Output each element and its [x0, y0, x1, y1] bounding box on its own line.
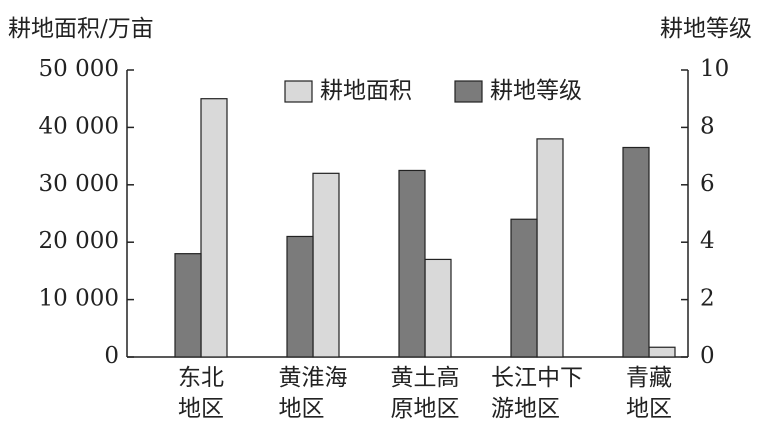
bar: [286, 235, 314, 358]
y-tick-label: 40 000: [39, 113, 119, 139]
bar: [398, 169, 426, 358]
y-tick-label: 30 000: [39, 171, 119, 197]
y2-tick-label: 10: [700, 56, 729, 82]
y-axis-title: 耕地面积/万亩: [8, 16, 154, 42]
y2-tick-label: 8: [700, 113, 715, 139]
bar: [174, 253, 202, 358]
legend-label: 耕地面积: [320, 78, 412, 104]
y-tick-label: 10 000: [39, 286, 119, 312]
y-tick-label: 0: [104, 343, 119, 369]
x-tick-label: 青藏 地区: [626, 365, 672, 422]
bar: [312, 172, 340, 358]
x-tick-label: 黄土高 原地区: [390, 365, 460, 422]
legend-swatch: [284, 80, 313, 103]
bar: [200, 98, 228, 358]
bar: [622, 146, 650, 358]
y2-axis-title: 耕地等级: [660, 16, 752, 42]
bar: [648, 346, 676, 358]
x-tick-label: 长江中下 游地区: [491, 365, 583, 422]
y-tick-label: 20 000: [39, 228, 119, 254]
y2-tick-label: 2: [700, 286, 715, 312]
legend-label: 耕地等级: [490, 78, 582, 104]
bar: [536, 138, 564, 358]
bar: [424, 258, 452, 358]
x-tick-label: 黄淮海 地区: [278, 365, 348, 422]
y-tick-label: 50 000: [39, 56, 119, 82]
y2-tick-label: 4: [700, 228, 715, 254]
legend-swatch: [454, 80, 483, 103]
bar: [510, 218, 538, 358]
y2-tick-label: 0: [700, 343, 715, 369]
x-tick-label: 东北 地区: [178, 365, 224, 422]
y2-tick-label: 6: [700, 171, 715, 197]
